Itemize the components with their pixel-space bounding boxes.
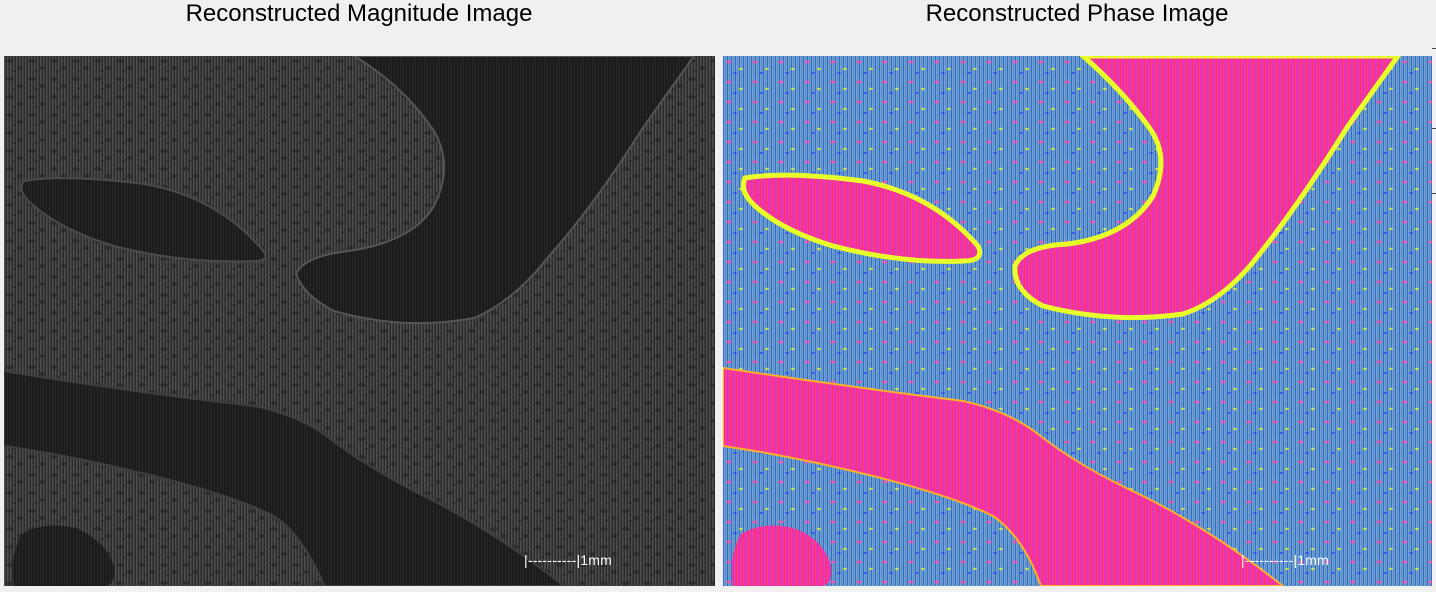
phase-vessel-upper <box>1012 56 1402 321</box>
magnitude-scale-bar: |----------|1mm <box>524 552 613 568</box>
edge-tick <box>1432 128 1436 129</box>
magnitude-vessel-blob <box>12 525 115 586</box>
phase-vessel-lower <box>723 366 1285 586</box>
magnitude-vessel-lens <box>20 177 267 263</box>
magnitude-vessel-lower <box>4 369 566 586</box>
phase-vessel-lens <box>740 172 983 264</box>
phase-vessel-blob <box>731 525 832 586</box>
magnitude-panel-title: Reconstructed Magnitude Image <box>185 0 533 27</box>
magnitude-vessel-upper <box>294 56 696 325</box>
phase-image: |----------|1mm <box>723 56 1432 586</box>
phase-scale-bar: |----------|1mm <box>1241 552 1330 568</box>
phase-panel-title: Reconstructed Phase Image <box>925 0 1229 27</box>
magnitude-image-canvas <box>4 56 715 586</box>
magnitude-image: |----------|1mm <box>4 56 715 586</box>
edge-tick <box>1432 48 1436 49</box>
phase-image-canvas <box>723 56 1432 586</box>
edge-tick <box>1432 193 1436 194</box>
